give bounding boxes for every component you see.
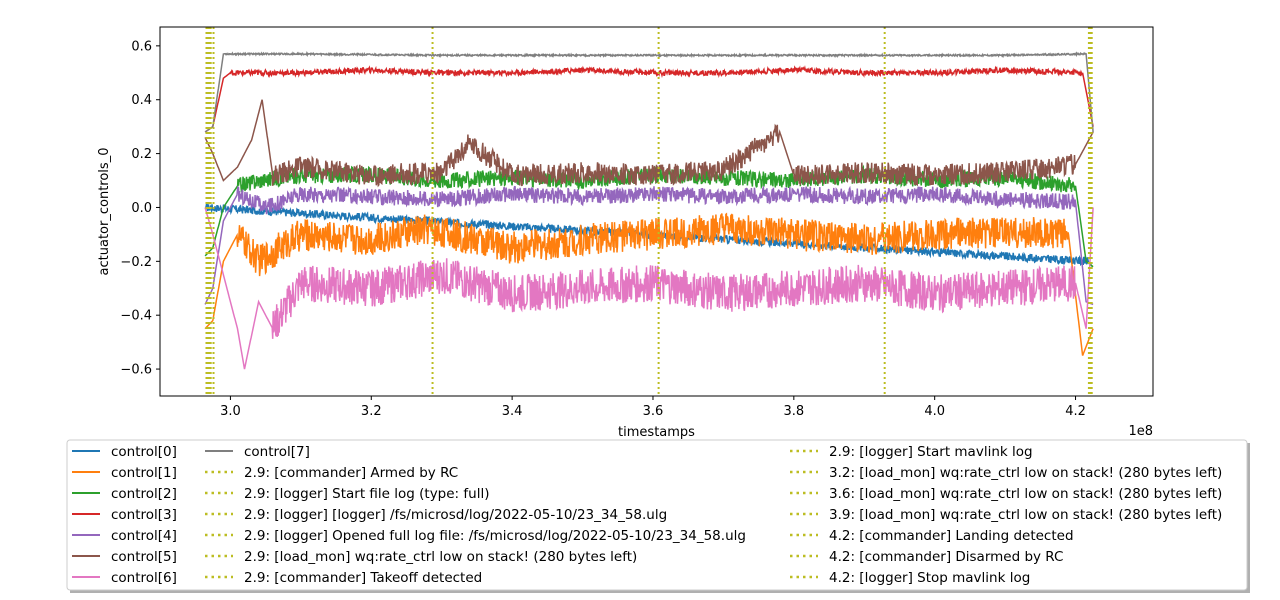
y-tick-label-3: 0.0: [131, 201, 152, 216]
legend-label-5: control[5]: [111, 549, 177, 565]
y-tick-label-6: −0.6: [120, 363, 152, 378]
legend-label-7: control[7]: [244, 444, 310, 460]
series-line-1: [204, 212, 1094, 356]
legend-label-11: 2.9: [logger] Opened full log file: /fs/…: [244, 528, 746, 544]
legend-label-1: control[1]: [111, 465, 177, 481]
legend-label-16: 3.6: [load_mon] wq:rate_ctrl low on stac…: [829, 486, 1222, 502]
x-tick-label-4: 3.8: [783, 404, 804, 419]
legend-label-6: control[6]: [111, 570, 177, 586]
x-axis-offset-label: 1e8: [1128, 424, 1153, 439]
y-tick-label-1: 0.4: [131, 93, 152, 108]
series-line-5: [204, 99, 1094, 188]
x-tick-label-3: 3.6: [643, 404, 664, 419]
legend-items: control[0] control[1] control[2] control[3]…: [72, 444, 1222, 586]
series-line-0: [205, 203, 1094, 268]
series-line-7: [204, 50, 1094, 133]
legend: control[0] control[1] control[2] control[3]…: [66, 439, 1250, 593]
legend-label-20: 4.2: [logger] Stop mavlink log: [829, 570, 1030, 586]
legend-label-15: 3.2: [load_mon] wq:rate_ctrl low on stac…: [829, 465, 1222, 481]
y-tick-label-4: −0.2: [120, 255, 152, 270]
series-layer: [204, 50, 1094, 370]
y-axis-label: actuator_controls_0: [97, 148, 112, 276]
y-tick-label-0: 0.6: [131, 39, 152, 54]
legend-label-14: 2.9: [logger] Start mavlink log: [829, 444, 1033, 460]
legend-label-3: control[3]: [111, 507, 177, 523]
x-axis-label: timestamps: [618, 425, 695, 440]
series-line-6: [204, 207, 1094, 370]
series-line-4: [204, 185, 1094, 306]
legend-label-19: 4.2: [commander] Disarmed by RC: [829, 549, 1063, 565]
legend-label-13: 2.9: [commander] Takeoff detected: [244, 570, 482, 586]
legend-label-4: control[4]: [111, 528, 177, 544]
legend-label-2: control[2]: [111, 486, 177, 502]
marker-layer: [205, 27, 1093, 396]
legend-label-12: 2.9: [load_mon] wq:rate_ctrl low on stac…: [244, 549, 637, 565]
x-tick-label-6: 4.2: [1065, 404, 1086, 419]
legend-box: [66, 439, 1248, 591]
legend-label-10: 2.9: [logger] [logger] /fs/microsd/log/2…: [244, 507, 667, 523]
legend-label-9: 2.9: [logger] Start file log (type: full…: [244, 486, 489, 502]
x-ticks: 3.0 3.2 3.4 3.6 3.8 4.0 4.2: [220, 396, 1086, 419]
x-tick-label-5: 4.0: [924, 404, 945, 419]
x-tick-label-2: 3.4: [502, 404, 523, 419]
y-tick-label-5: −0.4: [120, 309, 152, 324]
x-tick-label-0: 3.0: [220, 404, 241, 419]
y-ticks: 0.6 0.4 0.2 0.0 −0.2 −0.4 −0.6: [120, 39, 160, 378]
legend-label-17: 3.9: [load_mon] wq:rate_ctrl low on stac…: [829, 507, 1222, 523]
y-tick-label-2: 0.2: [131, 147, 152, 162]
legend-label-0: control[0]: [111, 444, 177, 460]
legend-label-18: 4.2: [commander] Landing detected: [829, 528, 1074, 544]
x-tick-label-1: 3.2: [361, 404, 382, 419]
plot-frame: [159, 26, 1154, 397]
series-line-3: [204, 65, 1094, 133]
legend-label-8: 2.9: [commander] Armed by RC: [244, 465, 458, 481]
